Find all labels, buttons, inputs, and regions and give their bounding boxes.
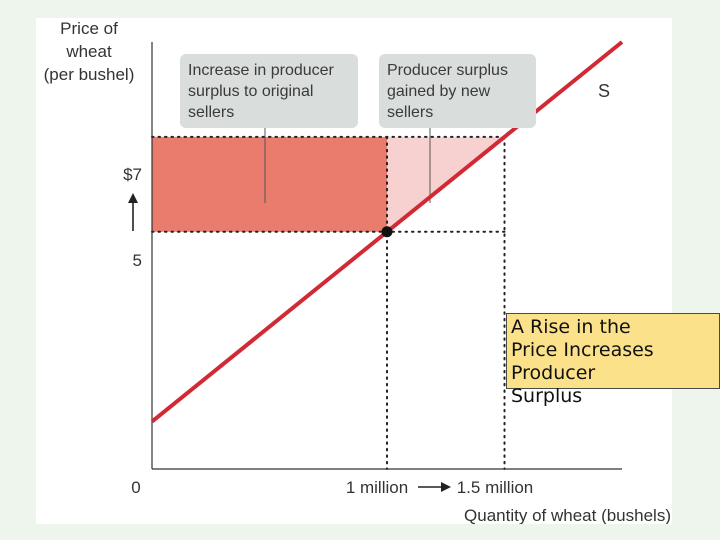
caption-line-3: Producer	[511, 362, 596, 384]
callout-left-line-1: Increase in producer	[188, 62, 334, 79]
caption-line-4: Surplus	[511, 385, 583, 407]
callout-new-sellers: Producer surplus gained by new sellers	[379, 54, 536, 128]
plot-area	[150, 40, 624, 470]
callout-original-sellers: Increase in producer surplus to original…	[180, 54, 358, 128]
callout-left-line-3: sellers	[188, 104, 235, 121]
y-axis-title-line-2: wheat	[65, 42, 112, 61]
price-increase-arrow	[128, 193, 138, 231]
caption-line-1: A Rise in the	[511, 316, 631, 338]
y-tick-label-5: 5	[133, 251, 142, 270]
quantity-increase-arrow	[418, 482, 451, 492]
y-axis-title-line-1: Price of	[60, 19, 118, 38]
y-axis-title-line-3: (per bushel)	[44, 65, 135, 84]
diagram-slide: Price of wheat (per bushel) $7 5 0 1 mil…	[36, 18, 672, 524]
callout-right-line-2: gained by new	[387, 83, 491, 100]
callout-left-line-2: surplus to original	[188, 83, 314, 100]
origin-label: 0	[131, 478, 140, 497]
x-tick-label-1-5-million: 1.5 million	[457, 478, 534, 497]
y-tick-label-7: $7	[123, 165, 142, 184]
producer-surplus-chart: Price of wheat (per bushel) $7 5 0 1 mil…	[44, 19, 671, 524]
caption-box: A Rise in the Price Increases Producer S…	[506, 313, 720, 407]
x-axis-title: Quantity of wheat (bushels)	[464, 506, 671, 524]
caption-line-2: Price Increases	[511, 339, 654, 361]
supply-curve-label: S	[598, 81, 610, 101]
x-tick-label-1-million: 1 million	[346, 478, 408, 497]
callout-right-line-3: sellers	[387, 104, 434, 121]
callout-right-line-1: Producer surplus	[387, 62, 508, 79]
equilibrium-point	[381, 226, 393, 238]
supply-curve	[150, 40, 624, 424]
original-sellers-surplus-area	[152, 136, 387, 232]
